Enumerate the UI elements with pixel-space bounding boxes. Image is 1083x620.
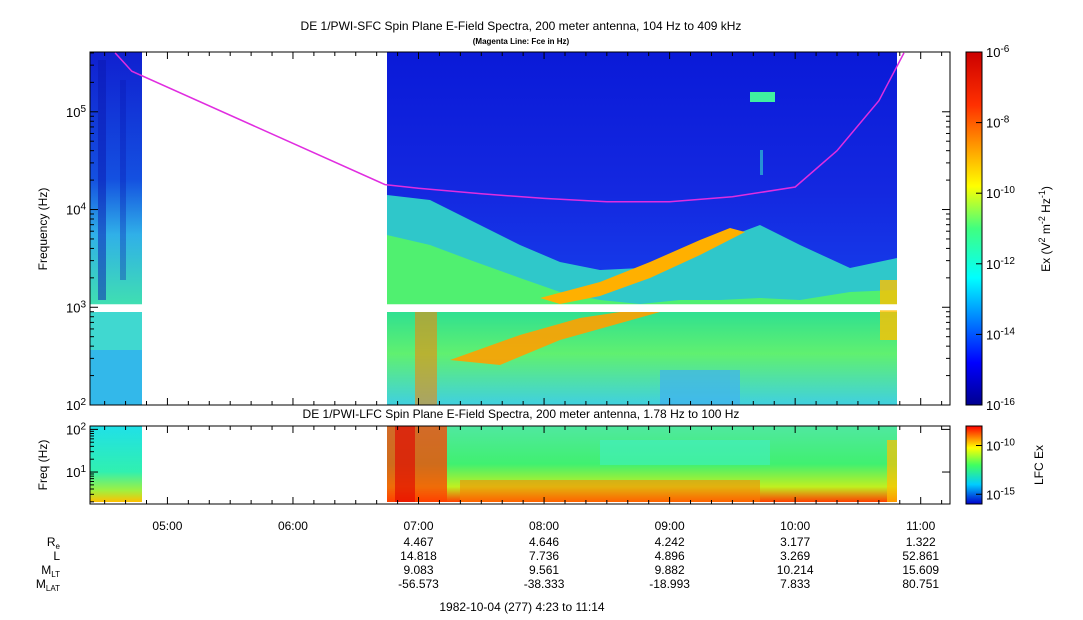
sfc-colorbar-label: Ex (V2 m-2 Hz-1) [1037, 186, 1053, 272]
ephemeris-value: 80.751 [902, 577, 939, 591]
sfc-y-tick-label: 103 [66, 299, 86, 315]
time-tick-label: 11:00 [906, 519, 935, 533]
sfc-band-gap [90, 304, 950, 311]
ephemeris-value: -18.993 [649, 577, 690, 591]
ephemeris-value: 4.242 [655, 535, 685, 549]
sfc-cbar-tick-label: 10-6 [986, 44, 1010, 60]
ephemeris-value: -56.573 [398, 577, 439, 591]
ephemeris-value: 15.609 [902, 563, 939, 577]
sfc-title: DE 1/PWI-SFC Spin Plane E-Field Spectra,… [301, 19, 742, 33]
ephemeris-value: 9.882 [655, 563, 685, 577]
lfc-data [90, 426, 897, 502]
lfc-title: DE 1/PWI-LFC Spin Plane E-Field Spectra,… [303, 407, 740, 421]
sfc-y-tick-label: 105 [66, 104, 86, 120]
sfc-data-left [90, 52, 142, 405]
lfc-spectrogram: 101 102 Freq (Hz) [36, 421, 951, 505]
ephemeris-row-label: L [53, 549, 60, 563]
time-tick-label: 06:00 [278, 519, 308, 533]
sfc-y-tick-label: 104 [66, 202, 86, 218]
ephemeris-value: 4.467 [404, 535, 434, 549]
sfc-subtitle: (Magenta Line: Fce in Hz) [473, 37, 570, 46]
sfc-spectrogram: 102 103 104 105 Frequency (Hz) [36, 51, 951, 413]
sfc-data-main [387, 52, 897, 405]
ephemeris-value: 3.177 [780, 535, 810, 549]
sfc-cbar-tick-label: 10-8 [986, 115, 1010, 131]
lfc-cbar-tick-label: 10-10 [986, 438, 1015, 454]
ephemeris-value: 9.561 [529, 563, 559, 577]
ephemeris-value: -38.333 [524, 577, 565, 591]
ephemeris-value: 52.861 [902, 549, 939, 563]
ephemeris-value: 7.736 [529, 549, 559, 563]
lfc-cbar-tick-label: 10-15 [986, 486, 1015, 502]
lfc-y-tick-label: 101 [66, 464, 86, 480]
time-tick-label: 10:00 [780, 519, 810, 533]
sfc-cbar-tick-label: 10-12 [986, 256, 1015, 272]
ephemeris-row-label: MLAT [36, 577, 60, 593]
time-tick-label: 09:00 [655, 519, 685, 533]
ephemeris-value: 4.646 [529, 535, 559, 549]
time-range-footer: 1982-10-04 (277) 4:23 to 11:14 [439, 600, 605, 614]
fce-line [114, 52, 905, 203]
time-tick-label: 05:00 [152, 519, 182, 533]
lfc-colorbar: 10-15 10-10 LFC Ex [965, 425, 1046, 505]
sfc-cbar-tick-label: 10-14 [986, 326, 1015, 342]
lfc-y-axis-label: Freq (Hz) [36, 440, 50, 491]
ephemeris-value: 4.896 [655, 549, 685, 563]
sfc-y-tick-label: 102 [66, 397, 86, 413]
sfc-y-axis-label: Frequency (Hz) [36, 188, 50, 271]
ephemeris-value: 1.322 [906, 535, 936, 549]
lfc-y-tick-label: 102 [66, 421, 86, 437]
sfc-cbar-tick-label: 10-10 [986, 185, 1015, 201]
ephemeris-value: 3.269 [780, 549, 810, 563]
time-axis: 05:00 06:00 07:00 08:00 09:00 10:00 11:00 [104, 52, 943, 533]
ephemeris-value: 9.083 [404, 563, 434, 577]
lfc-colorbar-label: LFC Ex [1032, 445, 1046, 485]
time-tick-label: 08:00 [529, 519, 559, 533]
sfc-y-axis: 102 103 104 105 [66, 52, 950, 413]
ephemeris-value: 7.833 [780, 577, 810, 591]
time-tick-label: 07:00 [404, 519, 434, 533]
sfc-cbar-tick-label: 10-16 [986, 397, 1015, 413]
ephemeris-value: 10.214 [777, 563, 814, 577]
sfc-colorbar: 10-16 10-14 10-12 10-10 10-8 10-6 Ex (V2 m-2 … [965, 44, 1053, 413]
ephemeris-value: 14.818 [400, 549, 437, 563]
